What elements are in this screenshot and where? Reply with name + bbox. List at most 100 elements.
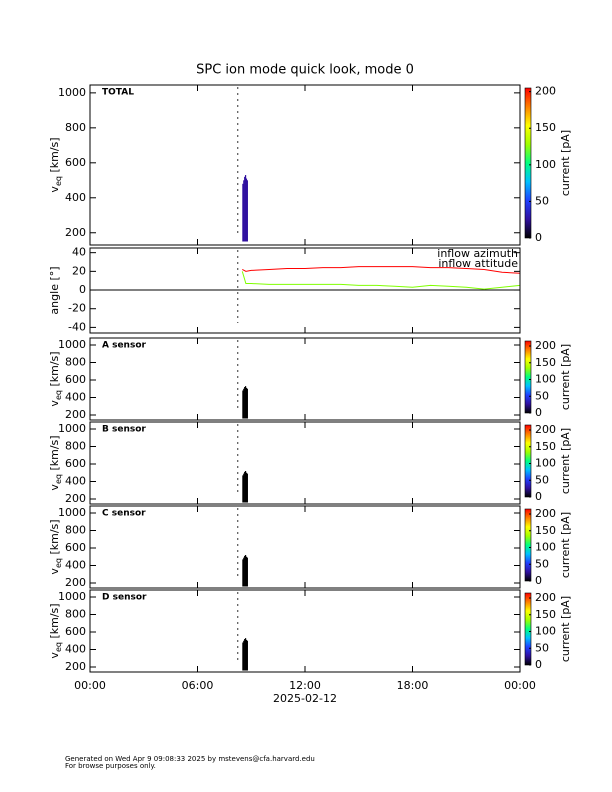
y-axis-label: veq [km/s] <box>48 603 63 658</box>
y-tick-label: 400 <box>65 391 86 404</box>
y-label-unit: [km/s] <box>48 351 61 390</box>
spectrogram-column <box>244 555 247 587</box>
spectrogram-column <box>243 388 245 419</box>
series-line <box>241 271 521 290</box>
spectrogram-column <box>243 180 245 242</box>
footer-line: For browse purposes only. <box>65 762 156 770</box>
panel-label: C sensor <box>102 509 146 519</box>
colorbar-tick-label: 50 <box>535 641 549 654</box>
y-tick-label: 200 <box>65 576 86 589</box>
spectrogram-column <box>246 640 248 671</box>
spectrogram-column <box>244 175 247 242</box>
y-label-main: v <box>48 400 61 407</box>
y-axis-label: veq [km/s] <box>48 351 63 406</box>
x-tick-label: 12:00 <box>289 679 321 692</box>
y-tick-label: 400 <box>65 475 86 488</box>
y-label-main: v <box>48 484 61 491</box>
panel-frame <box>89 84 521 246</box>
y-tick-label: -40 <box>68 320 86 333</box>
spectrogram-column <box>244 638 247 671</box>
spectrogram-column <box>244 555 246 587</box>
legend-entry: inflow azimuth <box>437 247 518 260</box>
spectrogram-column <box>245 178 248 242</box>
colorbar-tick-label: 200 <box>535 85 556 98</box>
y-axis-label: angle [°] <box>48 266 61 314</box>
colorbar-tick-label: 150 <box>535 608 556 621</box>
colorbar-tick-label: 200 <box>535 507 556 520</box>
y-label-sub: eq <box>54 390 63 400</box>
y-label-sub: eq <box>54 642 63 652</box>
spectrogram-column <box>242 183 244 242</box>
spectrogram-column <box>242 559 244 587</box>
y-tick-label: 200 <box>65 408 86 421</box>
colorbar <box>524 592 532 666</box>
y-tick-label: 400 <box>65 643 86 656</box>
y-tick-label: -20 <box>68 302 86 315</box>
panel-label: TOTAL <box>102 88 134 98</box>
colorbar-tick-label: 200 <box>535 591 556 604</box>
colorbar-tick-label: 0 <box>535 658 542 671</box>
page-title: SPC ion mode quick look, mode 0 <box>196 63 414 78</box>
colorbar <box>524 424 532 498</box>
y-tick-label: 800 <box>65 121 86 134</box>
y-label-main: v <box>48 568 61 575</box>
y-axis-label: veq [km/s] <box>48 435 63 490</box>
panel-label: D sensor <box>102 593 147 603</box>
colorbar-tick-label: 0 <box>535 574 542 587</box>
spectrogram-column <box>245 556 248 587</box>
colorbar-tick-label: 0 <box>535 231 542 244</box>
spectrogram-column <box>242 475 244 503</box>
spectrogram-column <box>244 386 247 419</box>
panel-frame <box>89 589 521 673</box>
y-label-unit: [km/s] <box>48 603 61 642</box>
colorbar-tick-label: 50 <box>535 389 549 402</box>
spectrogram-column <box>243 640 245 671</box>
y-tick-label: 600 <box>65 625 86 638</box>
y-axis-label: veq [km/s] <box>48 519 63 574</box>
y-tick-label: 1000 <box>58 506 86 519</box>
y-tick-label: 200 <box>65 226 86 239</box>
colorbar-tick-label: 100 <box>535 625 556 638</box>
spectrogram-column <box>244 471 246 503</box>
y-tick-label: 600 <box>65 156 86 169</box>
spectrogram-column <box>246 557 248 587</box>
y-tick-label: 800 <box>65 440 86 453</box>
colorbar-tick-label: 100 <box>535 457 556 470</box>
x-tick-label: 00:00 <box>504 679 536 692</box>
colorbar-tick-label: 50 <box>535 194 549 207</box>
y-tick-label: 1000 <box>58 86 86 99</box>
colorbar-tick-label: 200 <box>535 423 556 436</box>
colorbar-tick-label: 100 <box>535 541 556 554</box>
y-label-sub: eq <box>54 474 63 484</box>
y-tick-label: 1000 <box>58 422 86 435</box>
y-label-sub: eq <box>54 558 63 568</box>
y-tick-label: 40 <box>72 246 86 259</box>
y-label-main: v <box>48 186 61 193</box>
spectrogram-column <box>246 180 248 242</box>
y-tick-label: 800 <box>65 356 86 369</box>
colorbar-label: current [pA] <box>559 512 572 578</box>
colorbar-tick-label: 150 <box>535 356 556 369</box>
y-tick-label: 800 <box>65 524 86 537</box>
y-tick-label: 800 <box>65 608 86 621</box>
y-tick-label: 0 <box>79 283 86 296</box>
x-tick-label: 18:00 <box>397 679 429 692</box>
spectrogram-column <box>244 639 246 671</box>
spectrogram-column <box>245 387 248 419</box>
spectrogram-column <box>246 388 248 419</box>
x-axis-label: 2025-02-12 <box>273 692 337 705</box>
spectrogram-column <box>244 471 247 503</box>
colorbar-tick-label: 100 <box>535 373 556 386</box>
colorbar-tick-label: 100 <box>535 158 556 171</box>
colorbar-label: current [pA] <box>559 596 572 662</box>
y-label-unit: [km/s] <box>48 137 61 176</box>
spectrogram-column <box>246 473 248 503</box>
spectrogram-column <box>244 387 246 419</box>
panel-frame <box>89 337 521 421</box>
colorbar-tick-label: 150 <box>535 121 556 134</box>
x-tick-label: 00:00 <box>74 679 106 692</box>
y-tick-label: 200 <box>65 492 86 505</box>
spectrogram-column <box>242 642 244 671</box>
